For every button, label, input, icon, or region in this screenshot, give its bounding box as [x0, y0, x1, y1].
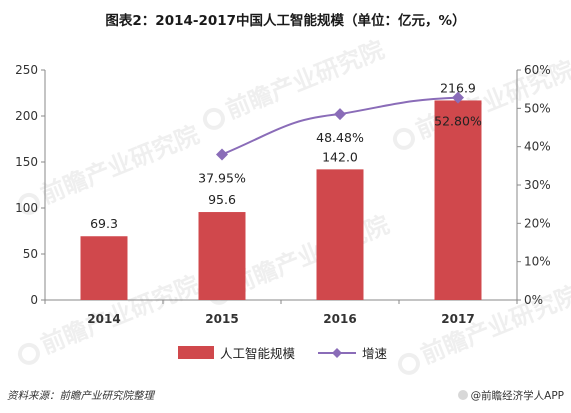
legend-line-label: 增速: [362, 346, 388, 361]
chart-axes: 0 50 100 150 200 250 0% 10% 20% 30% 40% 50% 60% 2014 2…: [15, 63, 551, 326]
left-tick-label: 200: [15, 109, 38, 123]
right-tick-label: 30%: [524, 178, 551, 192]
left-tick-label: 0: [30, 293, 38, 307]
x-tick-label: 2014: [87, 312, 120, 326]
bar: [316, 169, 364, 300]
legend-bar-swatch: [178, 346, 214, 359]
legend-line-marker: [332, 348, 342, 358]
bar-series: [80, 100, 482, 301]
x-tick-label: 2017: [441, 312, 474, 326]
legend: 人工智能规模 增速: [178, 346, 388, 361]
bar-value-label: 142.0: [322, 149, 358, 164]
growth-value-label: 37.95%: [198, 171, 246, 186]
right-tick-label: 50%: [524, 101, 551, 115]
growth-marker: [452, 91, 464, 104]
growth-line: [221, 96, 459, 156]
growth-value-label: 52.80%: [434, 114, 482, 129]
right-tick-label: 40%: [524, 140, 551, 154]
bar-value-label: 69.3: [90, 216, 118, 231]
bar-value-label: 95.6: [208, 192, 236, 207]
bar: [198, 212, 246, 300]
growth-value-label: 48.48%: [316, 130, 364, 145]
left-tick-label: 100: [15, 201, 38, 215]
source-note: 资料来源：前瞻产业研究院整理: [7, 390, 154, 402]
left-tick-label: 250: [15, 63, 38, 77]
bar: [434, 100, 482, 301]
x-tick-label: 2015: [205, 312, 238, 326]
right-tick-label: 0%: [524, 293, 543, 307]
left-tick-label: 50: [23, 247, 38, 261]
chart-title: 图表2：2014-2017中国人工智能规模（单位：亿元，%）: [105, 13, 466, 29]
bar-value-label: 216.9: [440, 80, 476, 95]
legend-bar-label: 人工智能规模: [220, 346, 296, 361]
growth-marker: [334, 108, 346, 121]
bar: [80, 236, 128, 300]
right-tick-label: 20%: [524, 216, 551, 230]
data-labels: 69.3 95.6 142.0 216.9 37.95% 48.48% 52.80%: [90, 80, 482, 231]
line-series: [216, 91, 464, 161]
left-tick-label: 150: [15, 155, 38, 169]
growth-marker: [216, 148, 228, 161]
app-credit: @前瞻经济学人APP: [457, 388, 564, 403]
app-logo-icon: [457, 390, 468, 400]
x-tick-label: 2016: [323, 312, 356, 326]
right-tick-label: 10%: [524, 255, 551, 269]
right-tick-label: 60%: [524, 63, 551, 77]
